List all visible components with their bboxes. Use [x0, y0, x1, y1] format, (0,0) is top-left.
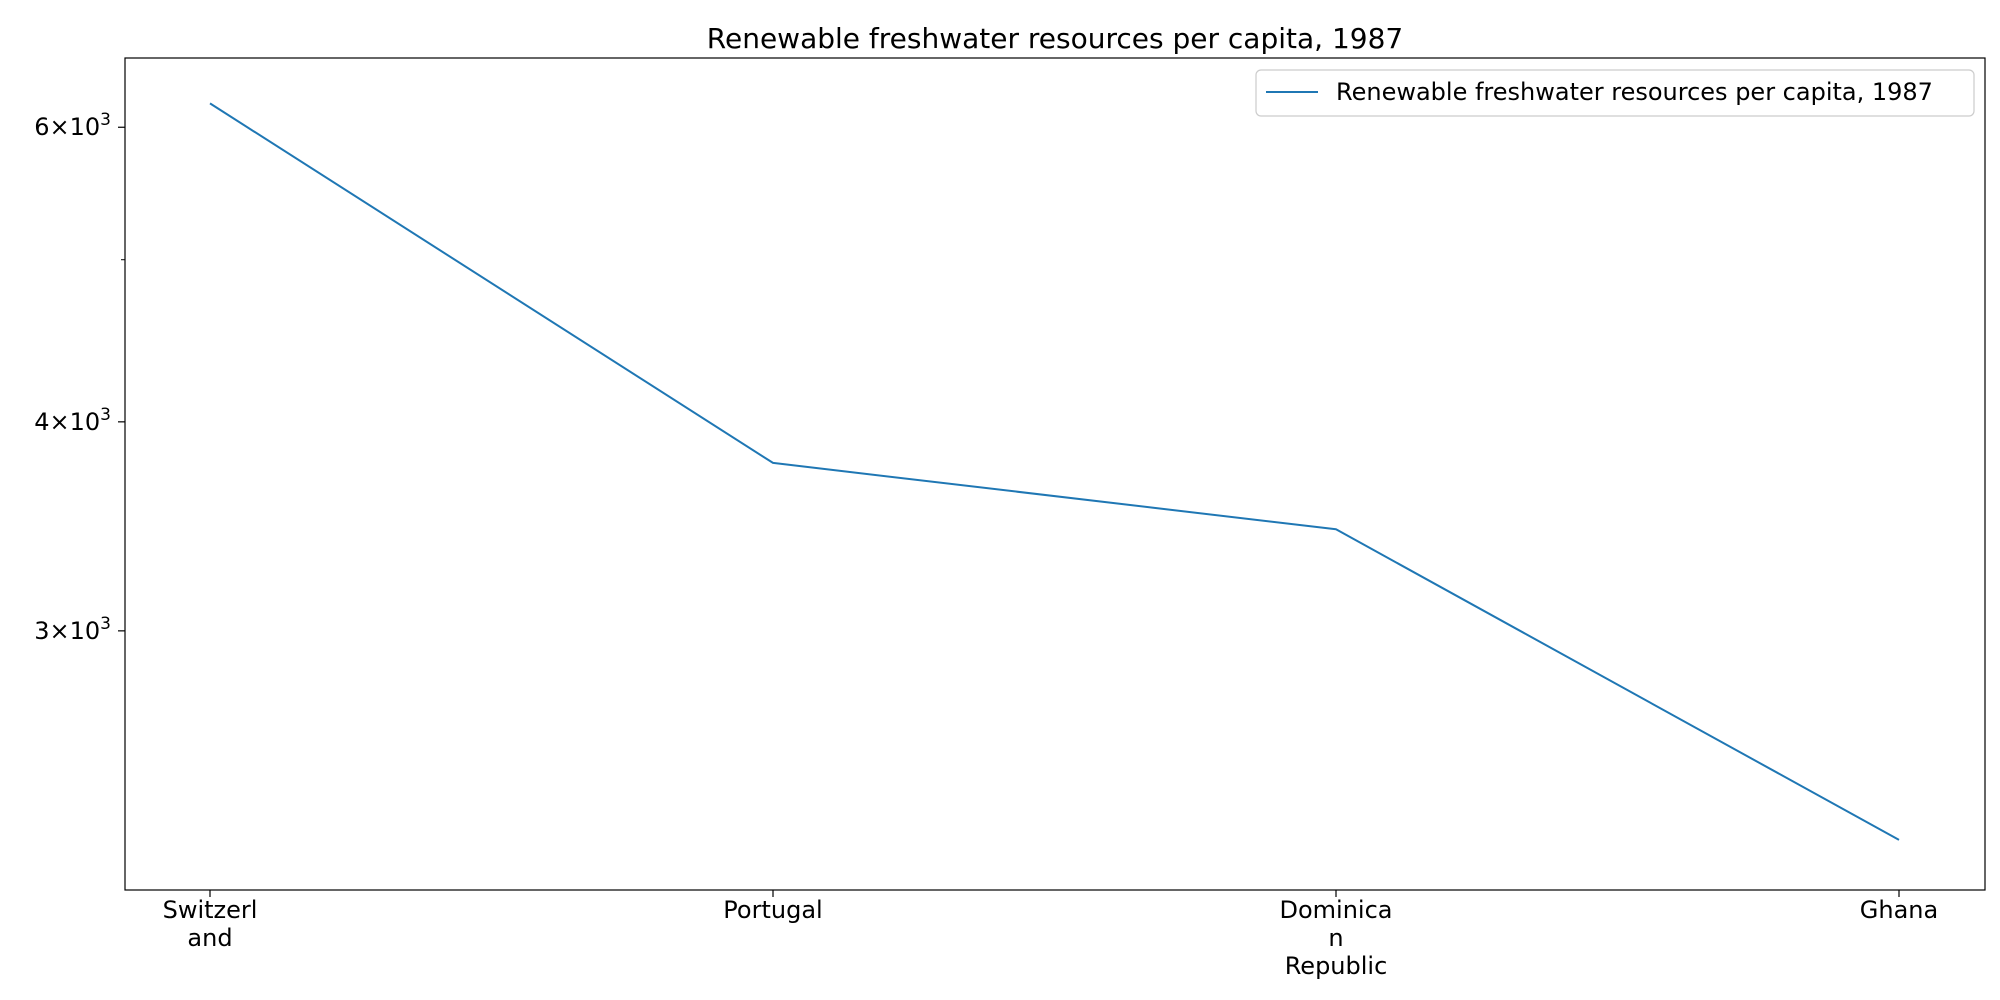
- legend-label: Renewable freshwater resources per capit…: [1336, 78, 1933, 106]
- plot-area: [124, 57, 1986, 891]
- legend: Renewable freshwater resources per capit…: [1255, 69, 1975, 117]
- series-line: [209, 102, 1900, 841]
- legend-box: [1255, 69, 1975, 117]
- chart-title: Renewable freshwater resources per capit…: [707, 22, 1403, 55]
- x-tick-label: Ghana: [1860, 896, 1938, 924]
- y-tick-label: 6×103: [34, 110, 111, 141]
- x-tick-label: Portugal: [723, 896, 822, 924]
- y-tick-label: 3×103: [34, 614, 111, 645]
- series-layer: [209, 102, 1900, 841]
- y-axis: 6×103 4×103 3×103: [34, 110, 125, 645]
- y-tick-label: 4×103: [34, 405, 111, 436]
- x-tick-label: Dominica n Republic: [1280, 896, 1393, 980]
- x-axis: Switzerl and Portugal Dominica n Republic Ghan…: [163, 890, 1938, 980]
- x-tick-label: Switzerl and: [163, 896, 258, 952]
